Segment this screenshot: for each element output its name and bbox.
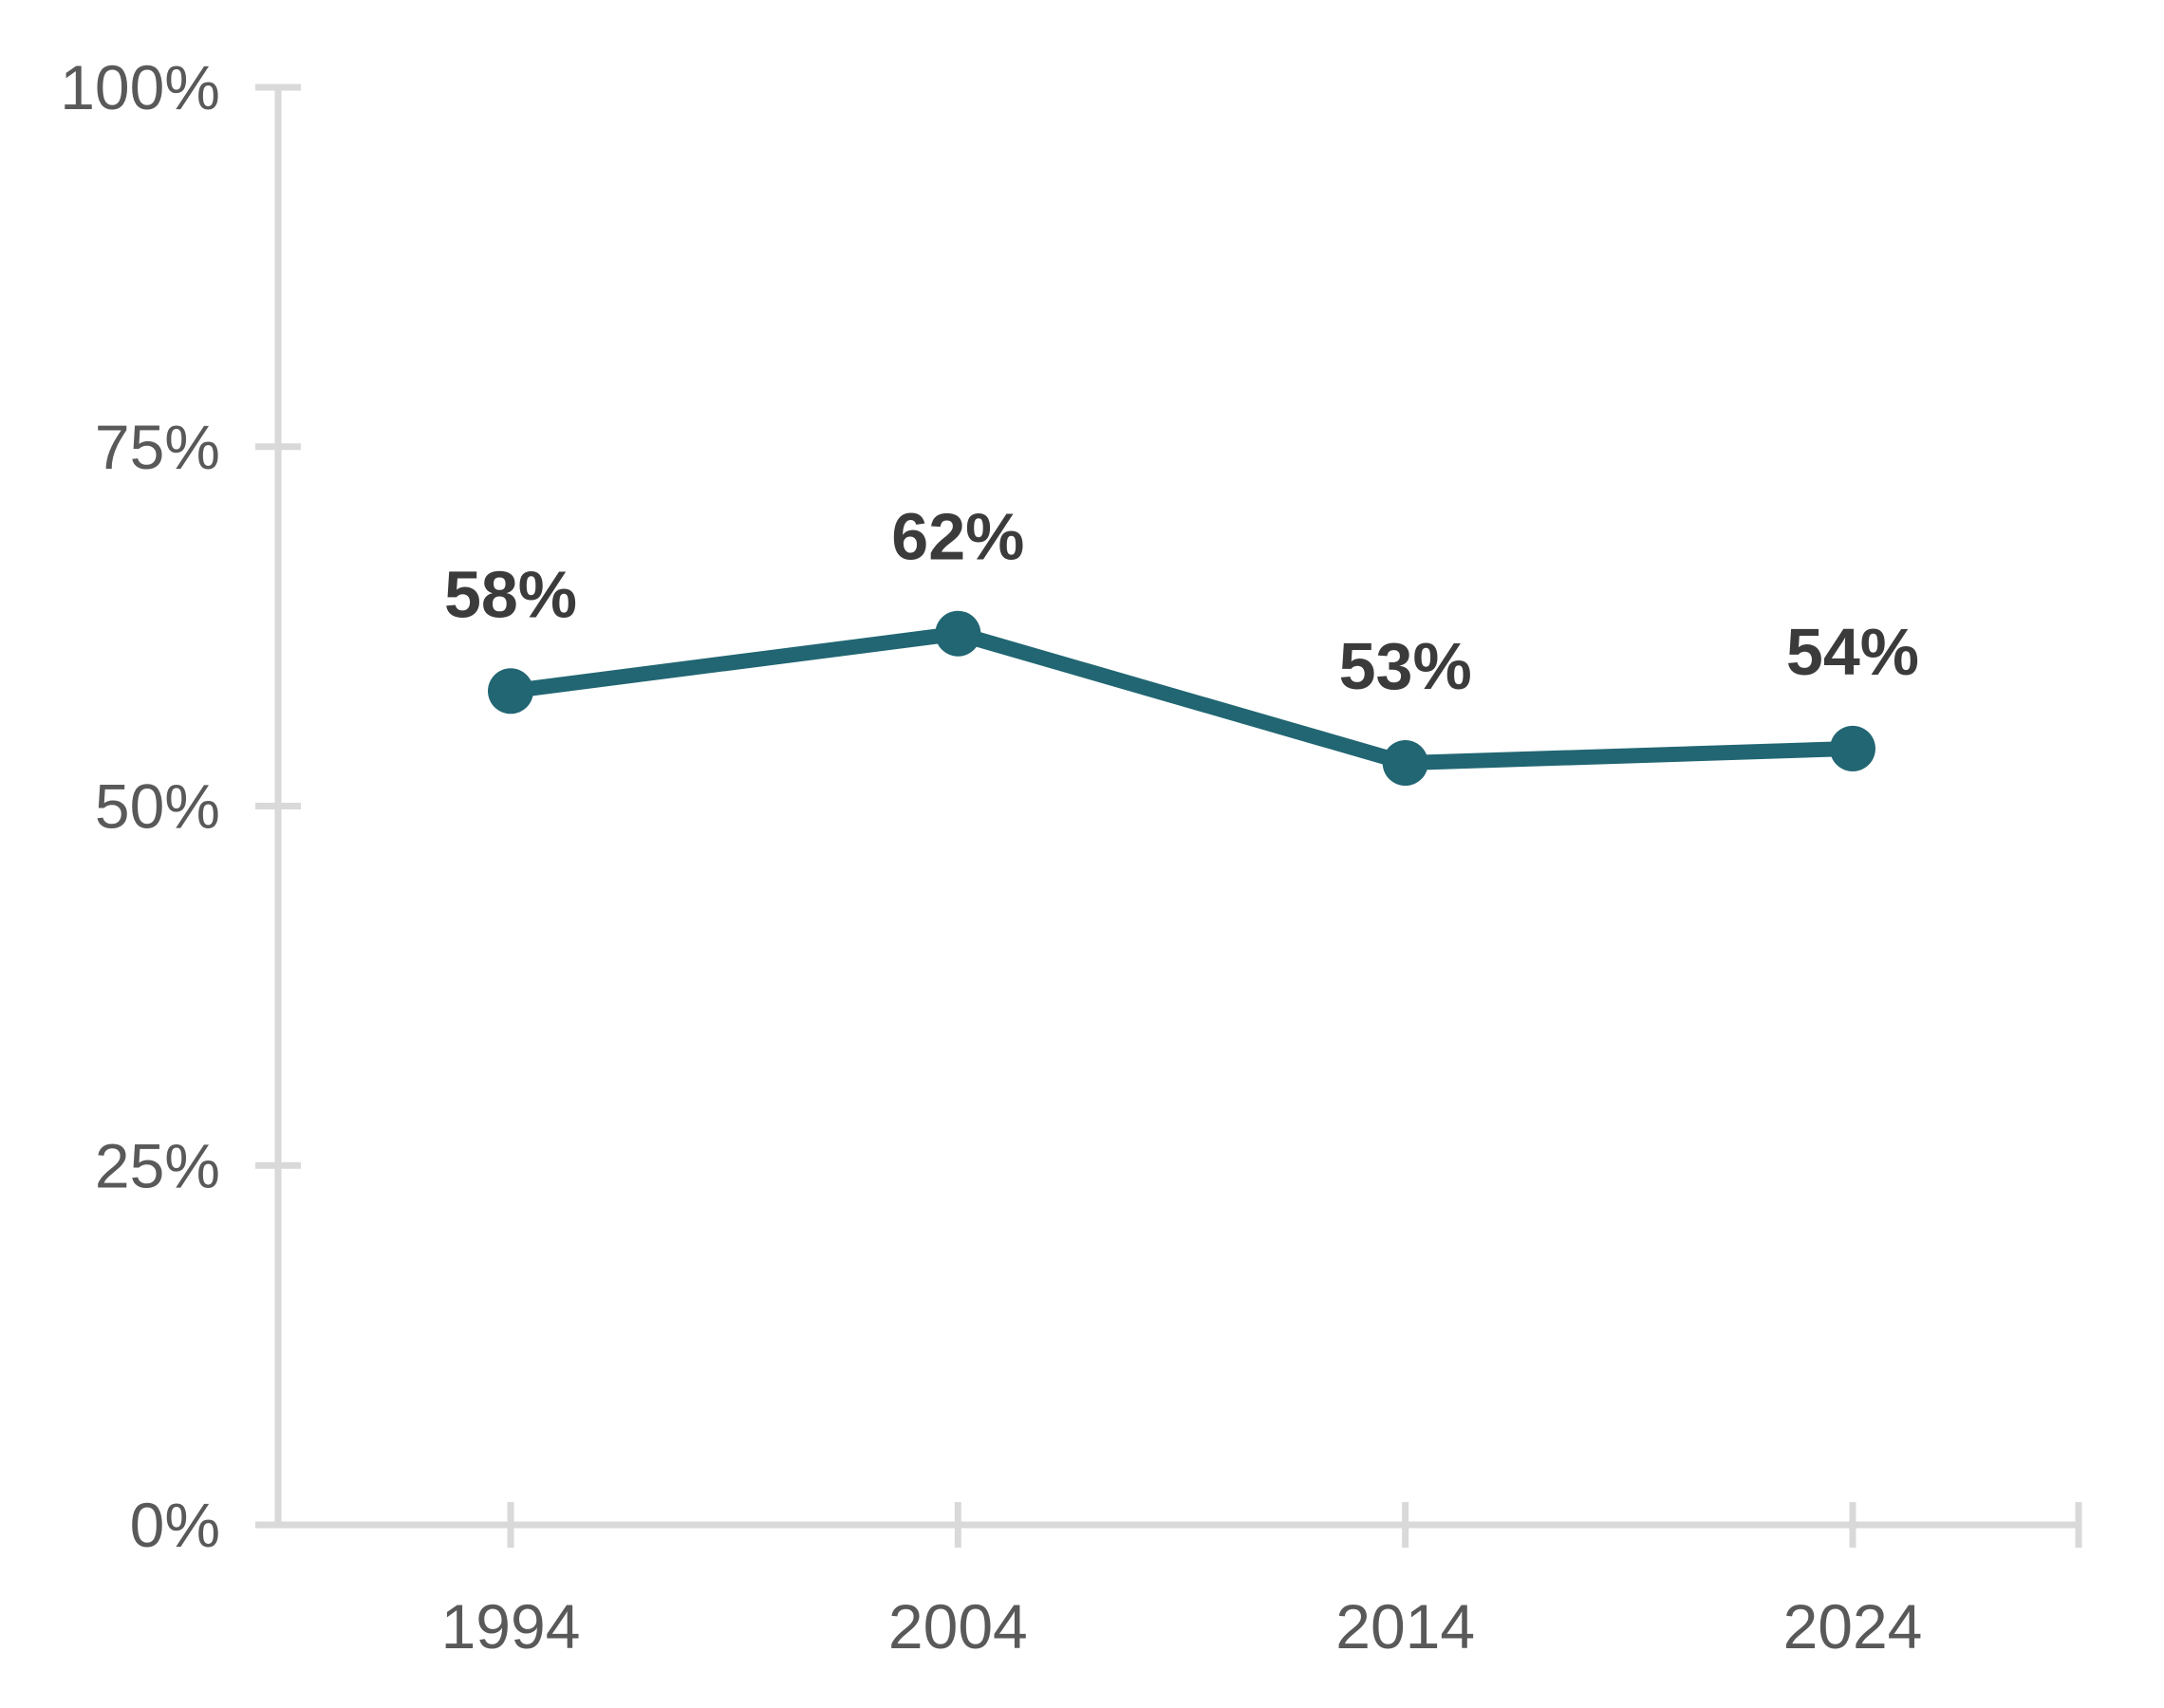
y-axis-tick-label: 25% (95, 1130, 220, 1200)
data-point (1829, 725, 1875, 771)
x-axis-tick-label: 2014 (1335, 1591, 1475, 1662)
y-axis-tick-label: 50% (95, 771, 220, 842)
x-axis-tick-label: 1994 (441, 1591, 581, 1662)
data-point-label: 53% (1339, 629, 1472, 703)
data-point-label: 62% (891, 500, 1024, 574)
data-point-label: 54% (1786, 615, 1919, 689)
y-axis-tick-label: 0% (130, 1490, 220, 1560)
data-point (935, 610, 981, 657)
series-line (503, 625, 1860, 771)
y-axis-tick-label: 100% (60, 52, 220, 122)
data-point-label: 58% (444, 557, 577, 631)
data-point (488, 668, 533, 715)
x-axis-tick-label: 2024 (1783, 1591, 1923, 1662)
data-point (1382, 740, 1428, 787)
y-axis-tick-label: 75% (95, 412, 220, 482)
x-axis-tick-label: 2004 (888, 1591, 1028, 1662)
